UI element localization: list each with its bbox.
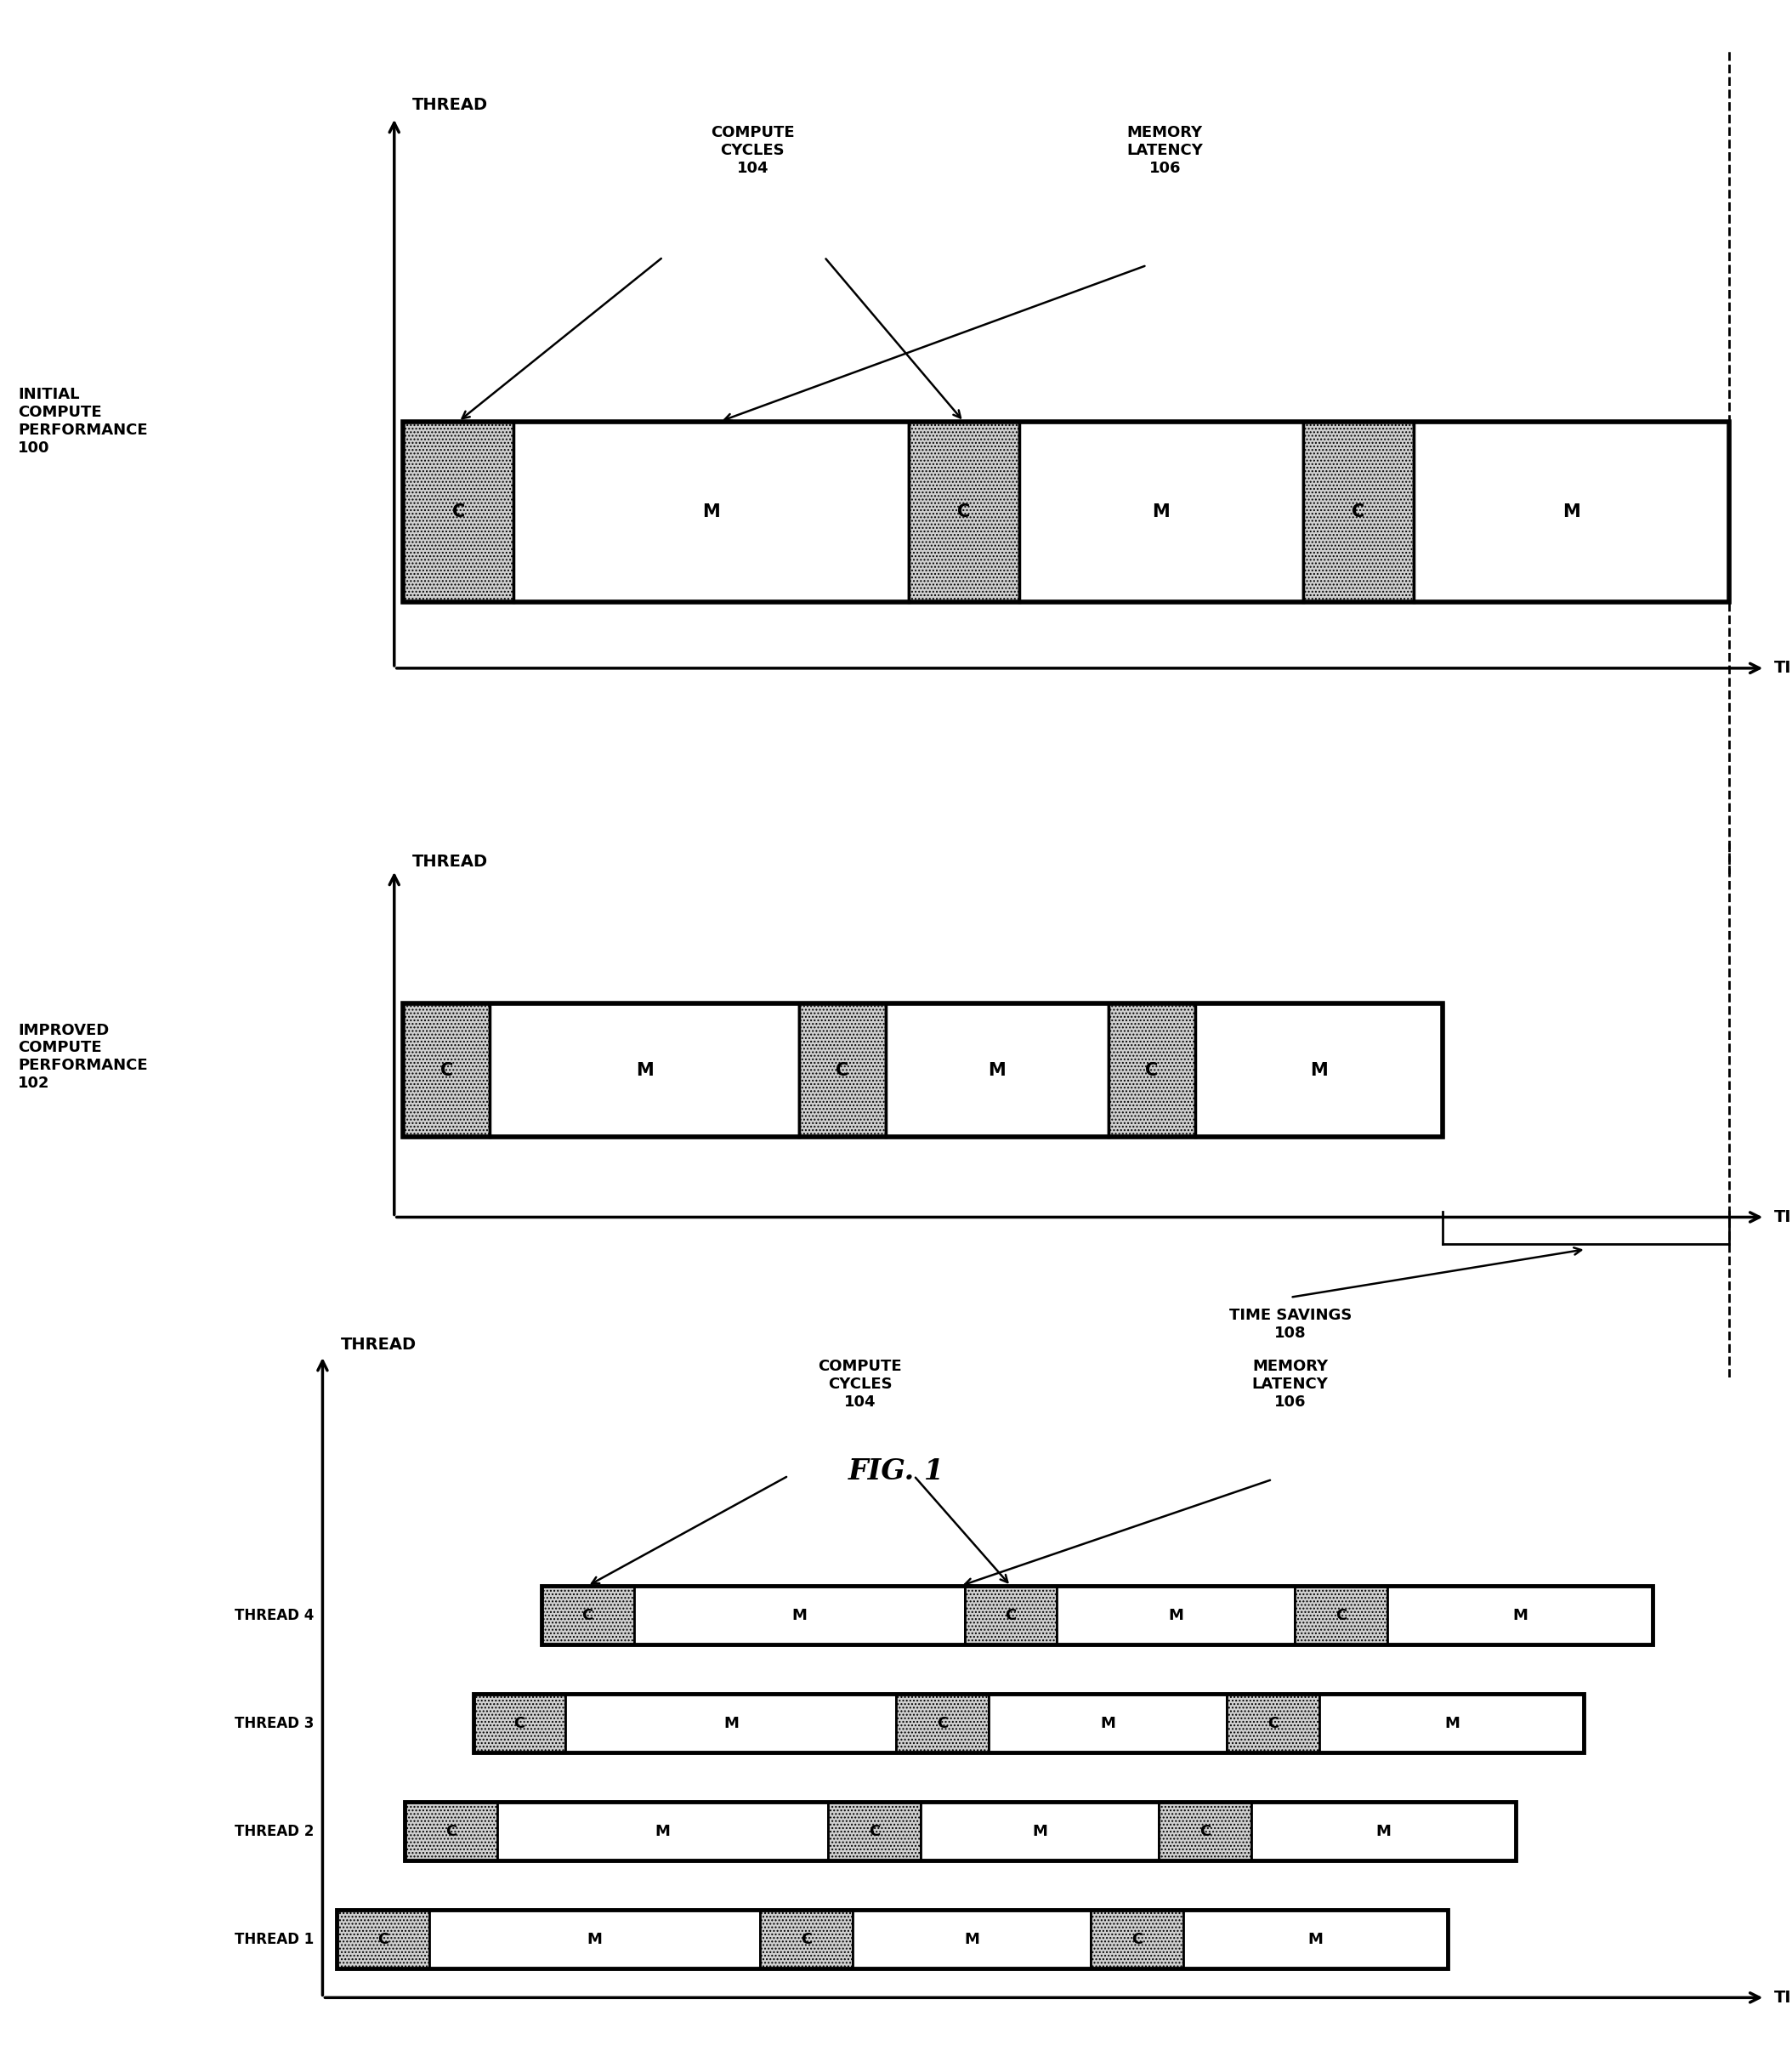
- Bar: [1195, 1003, 1443, 1137]
- Bar: [337, 1910, 1448, 1968]
- Text: C: C: [1145, 1061, 1158, 1079]
- Text: C: C: [441, 1061, 453, 1079]
- Bar: [1251, 1801, 1516, 1861]
- Bar: [1109, 1003, 1195, 1137]
- Text: THREAD 3: THREAD 3: [235, 1715, 314, 1731]
- Text: C: C: [837, 1061, 849, 1079]
- Text: M: M: [702, 504, 720, 520]
- Text: TIME SAVINGS
108: TIME SAVINGS 108: [1229, 1308, 1351, 1341]
- Bar: [989, 1694, 1228, 1752]
- Text: IMPROVED
COMPUTE
PERFORMANCE
102: IMPROVED COMPUTE PERFORMANCE 102: [18, 1022, 147, 1092]
- Bar: [1183, 1910, 1448, 1968]
- Text: THREAD: THREAD: [412, 853, 487, 870]
- Text: FIG. 1: FIG. 1: [848, 1458, 944, 1486]
- Bar: [541, 1585, 1652, 1645]
- Bar: [1020, 421, 1303, 602]
- Text: M: M: [1168, 1608, 1185, 1622]
- Text: M: M: [1308, 1931, 1322, 1947]
- Text: MEMORY
LATENCY
106: MEMORY LATENCY 106: [1127, 125, 1202, 177]
- Text: M: M: [989, 1061, 1005, 1079]
- Bar: [885, 1003, 1109, 1137]
- Text: C: C: [801, 1931, 812, 1947]
- Text: C: C: [582, 1608, 593, 1622]
- Text: C: C: [1267, 1715, 1279, 1731]
- Text: COMPUTE
CYCLES
104: COMPUTE CYCLES 104: [819, 1359, 901, 1410]
- Text: C: C: [1351, 504, 1366, 520]
- Text: C: C: [514, 1715, 525, 1731]
- Bar: [514, 421, 909, 602]
- Text: C: C: [446, 1824, 457, 1838]
- Text: M: M: [964, 1931, 980, 1947]
- Text: C: C: [869, 1824, 880, 1838]
- Bar: [1091, 1910, 1183, 1968]
- Bar: [896, 1694, 989, 1752]
- Bar: [634, 1585, 964, 1645]
- Bar: [1159, 1801, 1251, 1861]
- Bar: [799, 1003, 885, 1137]
- Bar: [498, 1801, 828, 1861]
- Text: C: C: [1005, 1608, 1016, 1622]
- Text: THREAD 4: THREAD 4: [235, 1608, 314, 1622]
- Bar: [853, 1910, 1091, 1968]
- Text: M: M: [1032, 1824, 1048, 1838]
- Bar: [405, 1801, 498, 1861]
- Bar: [921, 1801, 1159, 1861]
- Text: M: M: [1444, 1715, 1459, 1731]
- Bar: [403, 1003, 1443, 1137]
- Bar: [1228, 1694, 1319, 1752]
- Text: M: M: [656, 1824, 670, 1838]
- Bar: [403, 421, 514, 602]
- Text: M: M: [1563, 504, 1581, 520]
- Text: C: C: [1131, 1931, 1143, 1947]
- Bar: [473, 1694, 566, 1752]
- Text: M: M: [636, 1061, 654, 1079]
- Bar: [964, 1585, 1057, 1645]
- Text: COMPUTE
CYCLES
104: COMPUTE CYCLES 104: [711, 125, 794, 177]
- Text: M: M: [1152, 504, 1170, 520]
- Text: M: M: [1100, 1715, 1116, 1731]
- Bar: [337, 1910, 430, 1968]
- Bar: [1296, 1585, 1387, 1645]
- Text: THREAD 1: THREAD 1: [235, 1931, 314, 1947]
- Text: M: M: [1310, 1061, 1328, 1079]
- Text: MEMORY
LATENCY
106: MEMORY LATENCY 106: [1253, 1359, 1328, 1410]
- Text: C: C: [1335, 1608, 1348, 1622]
- Bar: [1303, 421, 1414, 602]
- Bar: [566, 1694, 896, 1752]
- Text: THREAD 2: THREAD 2: [235, 1824, 314, 1838]
- Text: THREAD: THREAD: [340, 1336, 416, 1353]
- Text: M: M: [1512, 1608, 1527, 1622]
- Bar: [1387, 1585, 1652, 1645]
- Bar: [541, 1585, 634, 1645]
- Bar: [473, 1694, 1584, 1752]
- Text: M: M: [792, 1608, 806, 1622]
- Bar: [489, 1003, 799, 1137]
- Bar: [403, 421, 1729, 602]
- Text: M: M: [1376, 1824, 1391, 1838]
- Bar: [1414, 421, 1729, 602]
- Text: C: C: [1199, 1824, 1211, 1838]
- Text: C: C: [452, 504, 464, 520]
- Text: M: M: [724, 1715, 738, 1731]
- Text: TIME: TIME: [1774, 1209, 1792, 1225]
- Bar: [828, 1801, 921, 1861]
- Text: C: C: [957, 504, 969, 520]
- Text: TIME: TIME: [1774, 660, 1792, 676]
- Bar: [760, 1910, 853, 1968]
- Bar: [1319, 1694, 1584, 1752]
- Text: M: M: [588, 1931, 602, 1947]
- Bar: [405, 1801, 1516, 1861]
- Text: TIME: TIME: [1774, 1990, 1792, 2007]
- Bar: [430, 1910, 760, 1968]
- Bar: [1057, 1585, 1296, 1645]
- Text: C: C: [378, 1931, 389, 1947]
- Bar: [909, 421, 1020, 602]
- Text: C: C: [937, 1715, 948, 1731]
- Bar: [403, 1003, 489, 1137]
- Text: INITIAL
COMPUTE
PERFORMANCE
100: INITIAL COMPUTE PERFORMANCE 100: [18, 387, 147, 456]
- Text: THREAD: THREAD: [412, 97, 487, 113]
